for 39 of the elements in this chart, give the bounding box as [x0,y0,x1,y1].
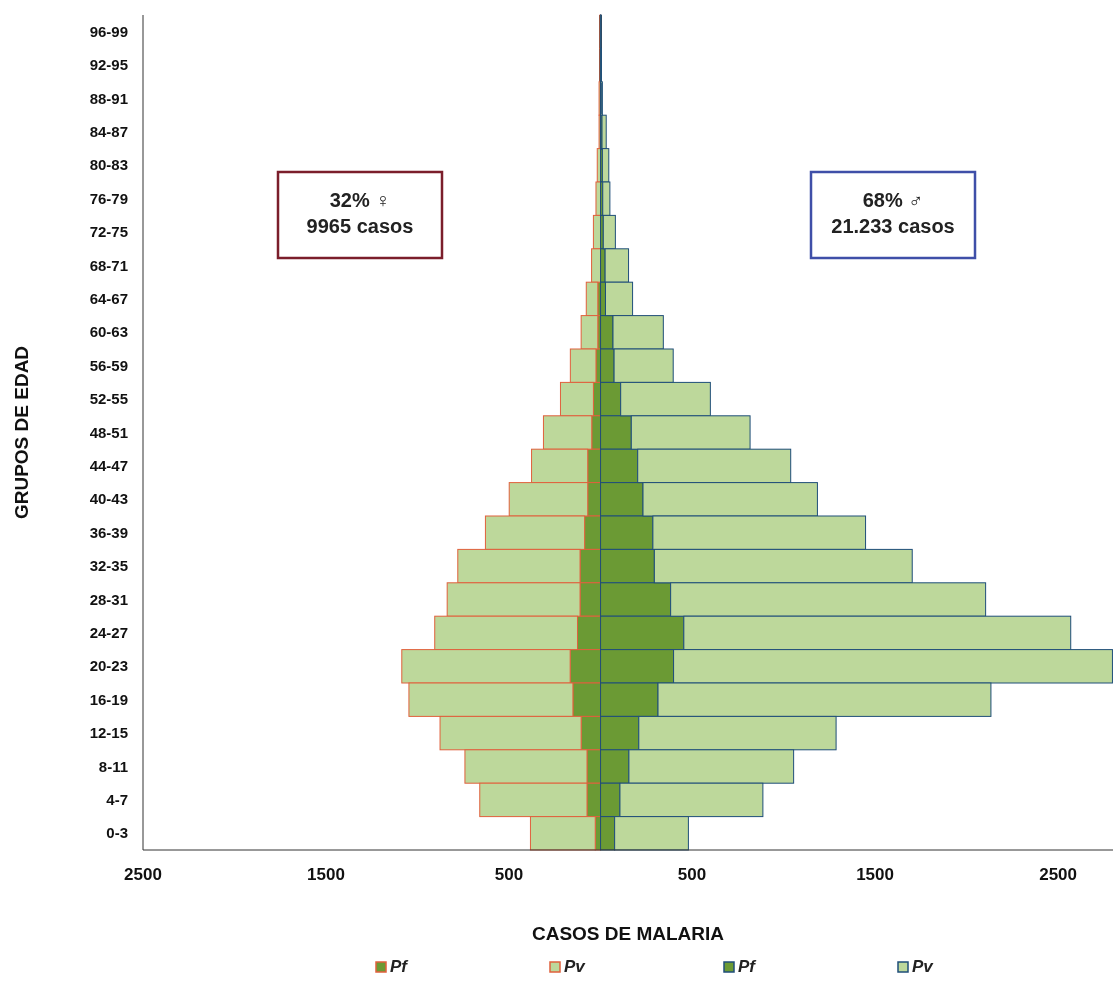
legend-label: Pf [738,957,758,976]
annotation: 32% ♀ 9965 casos [306,189,414,237]
y-axis-title: GRUPOS DE EDAD [11,345,32,520]
y-tick-label: 52-55 [89,390,128,408]
x-tick-label: 1500 [307,865,345,884]
x-tick-label: 1500 [856,865,894,884]
y-tick-label: 36-39 [89,523,128,541]
x-tick-label: 2500 [1039,865,1078,884]
y-tick-label: 8-11 [98,757,128,775]
y-tick-label: 12-15 [89,724,128,742]
y-tick-label: 60-63 [89,323,128,341]
y-tick-label: 88-91 [89,89,128,107]
y-tick-label: 32-35 [89,557,128,575]
y-tick-label: 44-47 [89,456,128,474]
x-tick-label: 500 [677,865,707,884]
y-tick-label: 84-87 [89,122,128,140]
y-tick-label: 20-23 [89,657,128,675]
y-tick-label: 40-43 [89,490,128,508]
y-tick-label: 92-95 [89,56,128,74]
y-tick-label: 96-99 [89,22,128,40]
y-tick-label: 4-7 [106,790,128,808]
y-tick-label: 68-71 [89,256,128,274]
y-tick-label: 76-79 [89,189,128,207]
y-tick-label: 16-19 [89,690,128,708]
y-tick-label: 24-27 [89,623,128,641]
y-tick-label: 28-31 [89,590,128,608]
annotation: 68% ♂ 21.233 casos [831,189,955,237]
x-axis-title: CASOS DE MALARIA [531,923,725,944]
legend-label: Pf [390,957,410,976]
y-tick-label: 0-3 [106,824,128,842]
y-tick-label: 72-75 [89,223,128,241]
legend-label: Pv [912,957,935,976]
y-tick-label: 80-83 [89,156,128,174]
y-tick-label: 56-59 [89,356,128,374]
legend-label: Pv [564,957,587,976]
x-tick-label: 2500 [124,865,162,884]
y-tick-label: 48-51 [89,423,128,441]
x-tick-label: 500 [494,865,524,884]
y-tick-label: 64-67 [89,289,128,307]
